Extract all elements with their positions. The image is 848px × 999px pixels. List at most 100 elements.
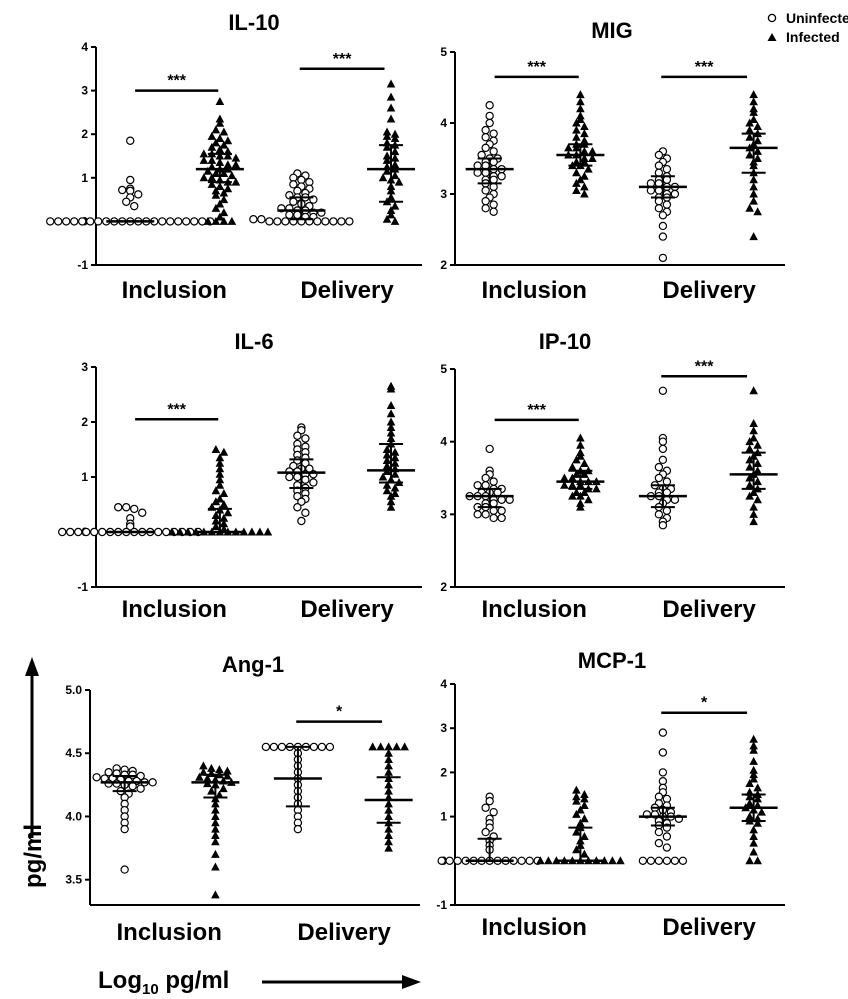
- data-point: [382, 142, 392, 151]
- group-inclusion-infected: [167, 445, 273, 536]
- data-point: [386, 428, 396, 437]
- data-point: [753, 207, 762, 216]
- data-point: [215, 199, 225, 208]
- data-point: [329, 217, 338, 226]
- data-point: [207, 173, 217, 182]
- data-point: [114, 503, 123, 512]
- data-point: [384, 824, 393, 833]
- x-category-label: Delivery: [662, 277, 756, 304]
- data-point: [104, 768, 113, 777]
- data-point: [489, 182, 498, 192]
- data-point: [337, 217, 346, 226]
- data-point: [576, 440, 585, 449]
- data-point: [215, 212, 225, 221]
- data-point: [257, 215, 266, 224]
- data-point: [289, 461, 298, 471]
- data-point: [568, 462, 577, 471]
- data-point: [175, 527, 185, 536]
- data-point: [98, 527, 107, 537]
- data-point: [654, 196, 664, 206]
- data-point: [313, 217, 322, 226]
- data-point: [572, 488, 581, 497]
- data-point: [757, 807, 766, 816]
- data-point: [572, 792, 581, 801]
- data-point: [223, 136, 233, 145]
- data-point: [745, 118, 754, 127]
- data-point: [263, 527, 273, 536]
- data-point: [749, 386, 758, 395]
- data-point: [560, 480, 569, 489]
- data-point: [572, 455, 581, 464]
- group-delivery-infected: [367, 381, 416, 511]
- data-point: [592, 484, 601, 493]
- data-point: [576, 451, 585, 460]
- data-point: [112, 779, 121, 788]
- data-point: [481, 132, 490, 142]
- data-point: [662, 164, 672, 174]
- data-point: [223, 508, 233, 517]
- panel-title: IP-10: [539, 329, 592, 354]
- bottom-unit-subscript: 10: [142, 981, 159, 998]
- data-point: [166, 217, 175, 226]
- y-tick-label: 3: [81, 84, 88, 98]
- data-point: [261, 742, 271, 752]
- data-point: [580, 189, 589, 198]
- y-tick-label: 2: [440, 258, 447, 272]
- data-point: [580, 849, 589, 858]
- data-point: [576, 818, 585, 827]
- data-point: [382, 461, 392, 470]
- data-point: [255, 527, 265, 536]
- data-point: [223, 184, 233, 193]
- data-point: [219, 513, 229, 522]
- data-point: [638, 856, 648, 866]
- data-point: [215, 114, 225, 123]
- data-point: [54, 217, 63, 226]
- data-point: [269, 742, 279, 752]
- bottom-unit-prefix: Log: [98, 967, 142, 994]
- data-point: [654, 856, 664, 866]
- data-point: [211, 216, 221, 225]
- x-category-label: Inclusion: [482, 596, 587, 623]
- data-point: [658, 386, 668, 395]
- data-point: [215, 469, 225, 478]
- data-point: [654, 168, 664, 177]
- significance-marker: ***: [333, 51, 352, 68]
- data-point: [481, 186, 490, 195]
- data-point: [386, 114, 396, 123]
- data-point: [658, 748, 668, 757]
- legend-label-infected: Infected: [786, 29, 840, 45]
- data-point: [753, 122, 762, 131]
- data-point: [215, 134, 225, 143]
- data-point: [386, 384, 396, 393]
- data-point: [580, 469, 589, 478]
- data-point: [481, 203, 490, 213]
- data-point: [749, 426, 758, 435]
- data-point: [749, 175, 758, 184]
- data-point: [654, 203, 664, 213]
- data-point: [227, 171, 237, 180]
- significance-marker: ***: [527, 59, 546, 76]
- data-point: [390, 201, 400, 210]
- data-point: [580, 458, 589, 467]
- y-tick-label: 5.0: [65, 683, 82, 697]
- data-point: [207, 155, 217, 164]
- data-point: [749, 232, 758, 241]
- data-point: [745, 856, 754, 865]
- data-point: [749, 488, 758, 497]
- data-point: [749, 90, 758, 99]
- data-point: [231, 153, 241, 162]
- data-point: [658, 521, 668, 530]
- group-inclusion-infected: [556, 433, 605, 511]
- data-point: [749, 831, 758, 840]
- data-point: [384, 767, 393, 776]
- data-point: [572, 157, 581, 166]
- data-point: [390, 453, 400, 462]
- data-point: [219, 188, 229, 197]
- data-point: [382, 450, 392, 459]
- x-category-label: Delivery: [300, 596, 394, 623]
- data-point: [309, 742, 319, 752]
- data-point: [215, 790, 224, 799]
- data-point: [207, 786, 216, 795]
- data-point: [215, 118, 225, 127]
- data-point: [386, 491, 396, 500]
